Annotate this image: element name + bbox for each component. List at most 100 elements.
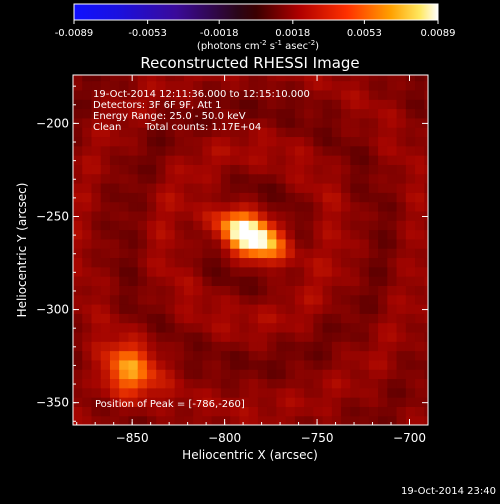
heatmap-cell bbox=[331, 99, 342, 110]
x-tick-label: −850 bbox=[116, 431, 149, 445]
heatmap-cell bbox=[331, 80, 342, 91]
heatmap-cell bbox=[368, 294, 379, 305]
heatmap-cell bbox=[239, 117, 250, 128]
heatmap-cell bbox=[285, 341, 296, 352]
heatmap-cell bbox=[239, 127, 250, 138]
heatmap-cell bbox=[174, 108, 185, 119]
heatmap-cell bbox=[91, 201, 102, 212]
heatmap-cell bbox=[350, 75, 361, 82]
heatmap-cell bbox=[368, 387, 379, 398]
annotation-detectors: Detectors: 3F 6F 9F, Att 1 bbox=[93, 100, 221, 111]
heatmap-cell bbox=[350, 182, 361, 193]
heatmap-cell bbox=[193, 397, 204, 407]
heatmap-cell bbox=[322, 99, 333, 110]
heatmap-cell bbox=[387, 192, 398, 203]
heatmap-cell bbox=[100, 266, 111, 277]
heatmap-cell bbox=[415, 303, 425, 314]
heatmap-cell bbox=[82, 303, 93, 314]
heatmap-cell bbox=[174, 322, 185, 333]
heatmap-cell bbox=[285, 99, 296, 110]
heatmap-cell bbox=[359, 350, 370, 361]
x-axis-ticks: −850 −800 −750 −700 bbox=[76, 75, 429, 445]
heatmap-cell bbox=[415, 266, 425, 277]
heatmap-cell bbox=[211, 378, 222, 389]
heatmap-cell bbox=[239, 201, 250, 212]
heatmap-cell bbox=[267, 248, 277, 259]
heatmap-cell bbox=[368, 210, 379, 221]
heatmap-cell bbox=[248, 341, 259, 352]
heatmap-cell bbox=[211, 294, 222, 305]
heatmap-cell bbox=[368, 415, 379, 425]
heatmap-cell bbox=[119, 350, 130, 361]
heatmap-cell bbox=[91, 108, 102, 119]
heatmap-cell bbox=[119, 387, 130, 398]
heatmap-cell bbox=[128, 257, 139, 268]
heatmap-cell bbox=[424, 155, 428, 165]
heatmap-cell bbox=[350, 276, 361, 286]
heatmap-cell bbox=[174, 99, 185, 110]
heatmap-cell bbox=[350, 415, 361, 425]
heatmap-cell bbox=[396, 294, 407, 305]
heatmap-cell bbox=[424, 238, 428, 249]
heatmap-cell bbox=[341, 145, 351, 156]
heatmap-cell bbox=[415, 359, 425, 370]
heatmap-cell bbox=[415, 164, 425, 175]
heatmap-cell bbox=[100, 136, 111, 147]
heatmap-cell bbox=[128, 378, 139, 389]
heatmap-cell bbox=[294, 220, 305, 231]
heatmap-cell bbox=[276, 313, 287, 324]
heatmap-cell bbox=[230, 145, 241, 156]
heatmap-cell bbox=[137, 276, 148, 286]
heatmap-cell bbox=[368, 313, 379, 324]
heatmap-cell bbox=[387, 80, 398, 91]
heatmap-cell bbox=[174, 406, 185, 417]
heatmap-cell bbox=[220, 127, 231, 138]
heatmap-cell bbox=[424, 229, 428, 240]
heatmap-cell bbox=[109, 210, 120, 221]
heatmap-cell bbox=[257, 248, 268, 259]
heatmap-cell bbox=[424, 136, 428, 147]
heatmap-cell bbox=[100, 164, 111, 175]
heatmap-cell bbox=[276, 285, 287, 296]
heatmap-cell bbox=[230, 210, 241, 221]
heatmap-cell bbox=[276, 369, 287, 380]
heatmap-cell bbox=[119, 266, 130, 277]
heatmap-cell bbox=[100, 89, 111, 100]
heatmap-cell bbox=[387, 387, 398, 398]
heatmap-cell bbox=[313, 201, 324, 212]
heatmap-cell bbox=[331, 359, 342, 370]
heatmap-cell bbox=[331, 415, 342, 425]
heatmap-cell bbox=[257, 313, 268, 324]
heatmap-cell bbox=[248, 266, 259, 277]
heatmap-cell bbox=[165, 127, 176, 138]
heatmap-cell bbox=[248, 387, 259, 398]
heatmap-cell bbox=[137, 406, 148, 417]
heatmap-cell bbox=[285, 173, 296, 184]
heatmap-cell bbox=[331, 248, 342, 259]
heatmap-cell bbox=[415, 210, 425, 221]
heatmap-cell bbox=[424, 173, 428, 184]
heatmap-cell bbox=[294, 276, 305, 286]
heatmap-cell bbox=[387, 136, 398, 147]
heatmap-cell bbox=[100, 313, 111, 324]
heatmap-cell bbox=[165, 276, 176, 286]
heatmap-cell bbox=[378, 145, 388, 156]
heatmap-cell bbox=[350, 257, 361, 268]
heatmap-cell bbox=[230, 238, 241, 249]
heatmap-cell bbox=[165, 80, 176, 91]
heatmap-cell bbox=[248, 248, 259, 259]
heatmap-cell bbox=[82, 229, 93, 240]
heatmap-cell bbox=[368, 350, 379, 361]
heatmap-cell bbox=[91, 369, 102, 380]
heatmap-cell bbox=[322, 75, 333, 82]
y-tick-label: −250 bbox=[36, 209, 69, 223]
heatmap-cell bbox=[285, 182, 296, 193]
heatmap-cell bbox=[174, 341, 185, 352]
heatmap-cell bbox=[313, 238, 324, 249]
x-tick-label: −700 bbox=[393, 431, 426, 445]
heatmap-cell bbox=[183, 387, 194, 398]
heatmap-cell bbox=[387, 415, 398, 425]
heatmap-cell bbox=[267, 99, 277, 110]
heatmap-cell bbox=[415, 276, 425, 286]
